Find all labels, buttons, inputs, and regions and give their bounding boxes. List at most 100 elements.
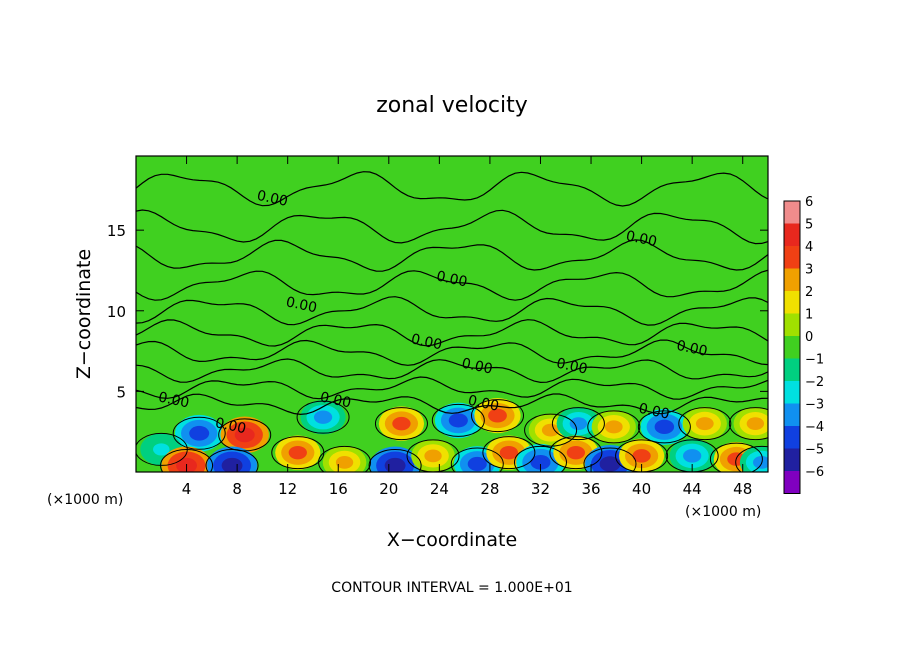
colorbar-swatch [784,201,800,224]
closed-contour [551,407,605,441]
colorbar-label: −3 [805,398,824,413]
colorbar-label: 5 [805,218,813,233]
velocity-anomaly-core [392,416,411,431]
y-tick-label: 5 [116,383,126,401]
velocity-anomaly-core [488,408,507,423]
zero-contour-line [136,393,768,416]
velocity-field [140,398,768,472]
colorbar-swatch [784,313,800,336]
colorbar-label: −1 [805,353,824,368]
colorbar-label: 0 [805,330,813,345]
closed-contour [160,449,214,472]
x-tick-label: 48 [733,480,752,498]
x-tick-label: 40 [632,480,651,498]
colorbar-swatch [784,426,800,449]
x-tick-label: 44 [683,480,702,498]
x-unit-right: (×1000 m) [685,504,761,520]
zero-contour-line [136,171,768,207]
velocity-anomaly-core [424,449,442,463]
y-axis-label: Z−coordinate [73,249,95,379]
colorbar-label: 2 [805,285,813,300]
velocity-anomaly-core [467,456,487,471]
contour-label: 0.00 [284,294,318,316]
contour-label: 0.00 [214,415,248,437]
zero-contour-line [136,239,768,272]
closed-contour [735,445,768,472]
colorbar-swatch [784,223,800,246]
colorbar-swatch [784,268,800,291]
velocity-anomaly-core [599,456,621,472]
closed-contour [549,436,603,470]
zero-contour-line [136,319,768,347]
closed-contour [296,400,350,434]
zero-contour-line [136,296,768,326]
contour-label: 0.00 [624,228,658,250]
closed-contour [524,413,578,447]
contour-label: 0.00 [435,268,469,290]
closed-contour [318,445,372,472]
closed-contour [709,442,763,472]
x-unit-left: (×1000 m) [47,492,123,508]
velocity-anomaly-core [632,449,651,463]
contour-label: 0.00 [410,331,444,353]
velocity-anomaly-core [604,420,623,434]
colorbar-label: 3 [805,263,813,278]
contour-label: 0.00 [637,401,671,423]
contour-label: 0.00 [255,188,289,210]
closed-contour [583,447,637,472]
velocity-anomaly-core [221,457,243,472]
y-tick-label: 15 [107,222,126,240]
velocity-anomaly-core [448,413,468,428]
closed-contour [587,410,641,444]
velocity-anomaly-core [153,443,170,456]
colorbar-label: −6 [805,465,824,480]
closed-contour [205,449,259,472]
colorbar-swatch [784,448,800,471]
closed-contour [637,410,691,444]
zero-contours [136,171,768,472]
velocity-anomaly-core [566,445,586,460]
zero-contour-line [136,376,768,400]
closed-contour [471,399,525,433]
contour-label: 0.00 [555,356,589,378]
chart-title: zonal velocity [376,93,528,118]
x-tick-label: 12 [278,480,297,498]
colorbar-swatch [784,246,800,269]
zero-contour-line [136,269,768,301]
contour-labels: 0.00 0.00 0.00 0.00 0.00 0.00 0.00 0.00 0.00 0.00… [157,188,709,437]
colorbar-label: −4 [805,420,824,435]
x-tick-label: 16 [329,480,348,498]
velocity-anomaly-core [288,445,307,460]
contour-label: 0.00 [460,356,494,378]
colorbar-label: 6 [805,195,813,210]
x-tick-label: 36 [581,480,600,498]
colorbar-label: 1 [805,308,813,323]
zero-contour-line [136,358,768,384]
zero-contour-line [136,209,768,245]
x-axis-ticks: 4 8 12 16 20 24 28 32 36 40 44 48 [182,156,752,498]
closed-contour [218,418,272,452]
closed-contour [172,416,226,450]
colorbar-swatch [784,381,800,404]
plot-frame [135,155,769,473]
x-tick-label: 20 [379,480,398,498]
closed-contour [513,445,567,472]
closed-contour [482,436,536,470]
colorbar-swatch [784,471,800,494]
contour-label: 0.00 [319,389,353,411]
x-tick-label: 24 [430,480,449,498]
colorbar-swatch [784,403,800,426]
velocity-anomaly-core [695,417,714,431]
closed-contour [728,407,768,441]
colorbar-label: −2 [805,375,824,390]
closed-contour [678,407,732,441]
velocity-anomaly-core [499,445,519,460]
velocity-anomaly-core [569,417,588,431]
velocity-anomaly-core [384,457,406,472]
velocity-anomaly-core [189,425,210,441]
colorbar-label: −5 [805,443,824,458]
closed-contour [450,447,504,472]
velocity-anomaly-core [746,417,765,431]
x-axis-label: X−coordinate [387,529,517,551]
